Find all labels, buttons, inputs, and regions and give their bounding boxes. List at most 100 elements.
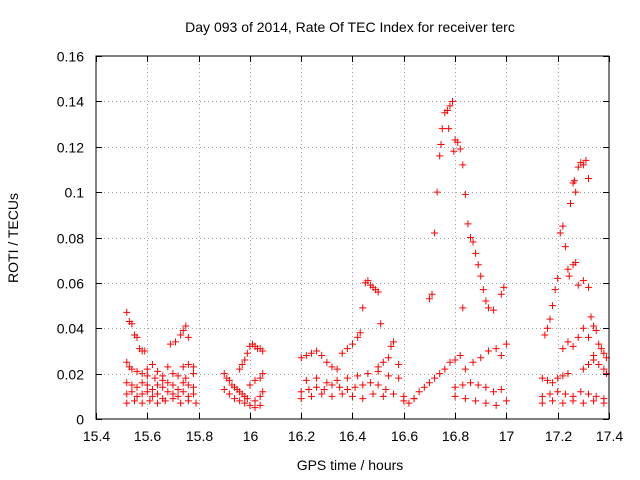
data-point xyxy=(584,361,592,369)
x-tick-label: 16.2 xyxy=(288,428,315,444)
data-point xyxy=(241,399,249,407)
data-point xyxy=(123,399,131,407)
data-point xyxy=(236,365,244,373)
y-tick-label: 0.06 xyxy=(57,276,84,292)
data-point xyxy=(469,358,477,366)
data-point xyxy=(584,283,592,291)
data-point xyxy=(469,238,477,246)
data-point xyxy=(551,286,559,294)
data-point xyxy=(438,125,446,133)
data-point xyxy=(590,397,598,405)
data-point xyxy=(472,397,480,405)
data-point xyxy=(384,354,392,362)
data-point xyxy=(446,102,454,110)
data-point xyxy=(133,333,141,341)
data-point xyxy=(600,349,608,357)
data-point xyxy=(138,370,146,378)
data-point xyxy=(587,313,595,321)
data-point xyxy=(565,272,573,280)
data-point xyxy=(584,175,592,183)
data-point xyxy=(538,399,546,407)
data-point xyxy=(225,376,233,384)
data-point xyxy=(590,322,598,330)
data-point xyxy=(220,370,228,378)
data-point xyxy=(305,386,313,394)
data-point xyxy=(456,351,464,359)
data-point xyxy=(328,363,336,371)
data-point xyxy=(133,383,141,391)
data-point xyxy=(428,290,436,298)
x-tick-label: 16.8 xyxy=(442,428,469,444)
data-point xyxy=(259,347,267,355)
chart-title: Day 093 of 2014, Rate Of TEC Index for r… xyxy=(185,19,515,35)
data-point xyxy=(318,351,326,359)
data-point xyxy=(146,397,154,405)
data-point xyxy=(349,392,356,400)
data-point xyxy=(164,388,172,396)
data-point xyxy=(461,190,469,198)
data-point xyxy=(482,383,490,391)
y-tick-label: 0.14 xyxy=(57,94,84,110)
data-point xyxy=(436,370,444,378)
data-point xyxy=(554,388,562,396)
data-point xyxy=(184,397,192,405)
data-point xyxy=(451,392,459,400)
data-point xyxy=(410,395,418,403)
data-point xyxy=(148,361,156,369)
data-point xyxy=(387,342,395,350)
data-point xyxy=(179,379,187,387)
data-point xyxy=(546,390,554,398)
data-point xyxy=(179,363,187,371)
data-point xyxy=(138,379,146,387)
data-point xyxy=(564,338,572,346)
data-point xyxy=(564,370,572,378)
data-point xyxy=(484,304,492,312)
data-point xyxy=(259,370,267,378)
data-point xyxy=(600,399,608,407)
y-tick-label: 0 xyxy=(76,412,84,428)
data-point xyxy=(574,333,582,341)
data-point xyxy=(323,379,331,387)
data-point xyxy=(297,388,305,396)
data-point xyxy=(477,272,485,280)
data-point xyxy=(451,356,459,364)
data-point xyxy=(143,381,151,389)
data-point xyxy=(479,286,487,294)
data-point xyxy=(349,340,356,348)
data-point xyxy=(133,367,141,375)
data-point xyxy=(431,374,439,382)
data-points xyxy=(123,97,610,412)
data-point xyxy=(297,354,305,362)
data-point xyxy=(569,342,577,350)
data-point xyxy=(323,358,331,366)
data-point xyxy=(336,383,344,391)
data-point xyxy=(459,381,467,389)
data-point xyxy=(451,383,459,391)
data-point xyxy=(425,379,433,387)
data-point xyxy=(338,349,346,357)
data-point xyxy=(192,399,200,407)
data-point xyxy=(541,331,549,339)
data-point xyxy=(600,365,608,373)
data-point xyxy=(477,354,485,362)
data-point xyxy=(143,388,151,396)
y-tick-label: 0.02 xyxy=(57,367,84,383)
data-point xyxy=(500,283,508,291)
data-point xyxy=(437,140,445,148)
data-point xyxy=(502,340,510,348)
data-point xyxy=(556,229,564,237)
data-point xyxy=(561,390,569,398)
data-point xyxy=(569,397,577,405)
data-point xyxy=(472,249,480,257)
data-point xyxy=(184,333,192,341)
data-point xyxy=(189,390,197,398)
data-point xyxy=(459,161,467,169)
data-point xyxy=(154,367,162,375)
data-point xyxy=(189,363,197,371)
data-point xyxy=(579,161,587,169)
x-tick-label: 15.8 xyxy=(186,428,213,444)
data-point xyxy=(128,365,136,373)
y-tick-label: 0.12 xyxy=(57,140,84,156)
data-point xyxy=(154,399,162,407)
